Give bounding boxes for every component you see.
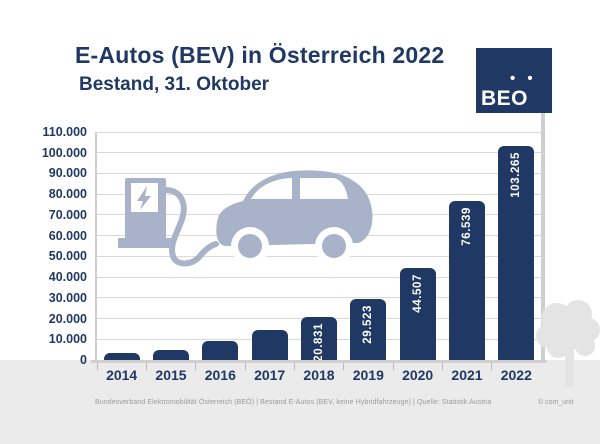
logo-umlaut-dots-icon: • • [510, 70, 537, 87]
x-axis-tick [145, 363, 147, 370]
y-axis-tick-label: 30.000 [48, 290, 87, 305]
y-axis-tick-label: 110.000 [42, 125, 88, 139]
bar-2019: 29.523 [350, 299, 386, 360]
x-axis-category-label: 2022 [500, 367, 532, 383]
bar-2015 [153, 350, 189, 360]
tree-silhouette-icon [536, 300, 600, 387]
x-axis-tick [491, 363, 493, 370]
bar-value-label: 29.523 [362, 305, 374, 344]
bar-2018: 20.831 [301, 317, 337, 360]
y-axis-tick-label: 40.000 [48, 270, 87, 285]
x-axis-category-label: 2021 [451, 367, 483, 383]
y-axis-tick-label: 10.000 [48, 332, 87, 347]
x-axis-tick [392, 363, 394, 370]
x-axis-tick [293, 363, 295, 370]
footer-strip [0, 360, 600, 444]
gridline [97, 152, 541, 154]
bar-value-label: 44.507 [412, 274, 424, 313]
beo-logo: • • BEO [476, 48, 552, 113]
gridline [97, 276, 541, 278]
y-axis-tick-label: 80.000 [48, 187, 87, 202]
y-axis-tick-label: 20.000 [48, 311, 87, 326]
x-axis-category-label: 2016 [204, 367, 236, 383]
y-axis-tick-label: 90.000 [48, 166, 87, 181]
y-axis-line [95, 132, 97, 360]
bar-value-label: 76.539 [461, 207, 473, 246]
bar-2020: 44.507 [400, 268, 436, 360]
gridline [97, 297, 541, 299]
x-axis-tick [195, 363, 197, 370]
x-axis-category-label: 2015 [155, 367, 187, 383]
x-axis-category-label: 2020 [402, 367, 434, 383]
bar-2016 [202, 341, 238, 360]
footer-credit-text: © com_unit [538, 399, 574, 406]
x-axis-category-label: 2019 [352, 367, 384, 383]
footer-source-text: Bundesverband Elektromobilität Österreic… [95, 399, 492, 406]
x-axis-tick [441, 363, 443, 370]
bar-value-label: 103.265 [510, 152, 522, 198]
x-axis-category-label: 2014 [106, 367, 138, 383]
y-axis-tick-label: 100.000 [41, 145, 87, 160]
bar-2017 [252, 330, 288, 360]
y-axis-tick-label: 50.000 [48, 249, 87, 264]
y-axis-tick-label: 70.000 [48, 207, 87, 222]
ev-charging-car-icon [118, 170, 373, 267]
x-axis-tick [244, 363, 246, 370]
x-axis-tick [343, 363, 345, 370]
y-axis-tick-label: 60.000 [48, 228, 87, 243]
x-axis-category-label: 2017 [254, 367, 286, 383]
x-axis-line [91, 360, 547, 363]
bar-2021: 76.539 [449, 201, 485, 360]
bar-2014 [104, 353, 140, 360]
plot-right-border [541, 113, 545, 360]
x-axis-tick [96, 363, 98, 370]
y-axis-tick-label: 0 [80, 353, 87, 367]
bar-value-label: 20.831 [313, 323, 325, 360]
bar-2022: 103.265 [498, 146, 534, 360]
logo-wordmark: BEO [481, 87, 529, 110]
gridline [97, 131, 541, 133]
x-axis-category-label: 2018 [303, 367, 335, 383]
page-title: E-Autos (BEV) in Österreich 2022 [75, 42, 445, 68]
page-subtitle: Bestand, 31. Oktober [79, 74, 270, 95]
